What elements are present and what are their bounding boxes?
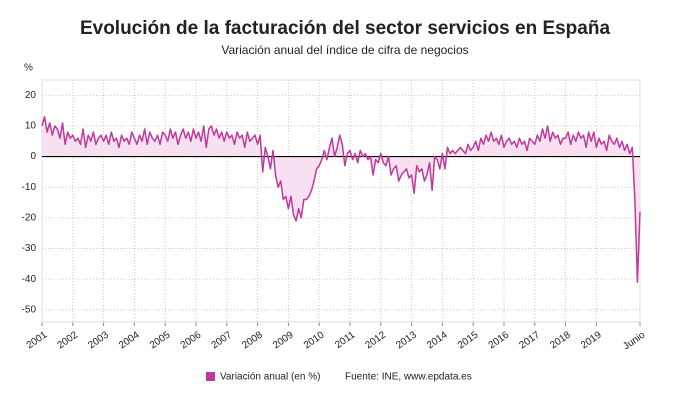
x-tick-label: 2014 [425,329,450,351]
x-tick-label: 2009 [271,329,296,351]
y-tick-label: 10 [25,121,37,132]
x-tick-label: 2012 [363,329,388,351]
x-tick-label: 2010 [302,329,327,351]
series-line [41,116,641,283]
x-tick-label: 2002 [55,329,80,351]
x-tick-label: 2018 [548,329,573,351]
x-tick-label: 2017 [517,329,542,351]
area-fill [42,116,640,283]
source: Fuente: INE, www.epdata.es [345,372,472,383]
legend-label: Variación anual (en %) [220,372,320,383]
plot-border [41,79,641,323]
y-tick-label: 20 [25,90,37,101]
y-tick-label: -50 [22,304,37,315]
chart-title: Evolución de la facturación del sector s… [80,18,611,39]
x-tick-label: 2001 [25,329,50,351]
y-tick-label: -20 [22,212,37,223]
legend-swatch [206,372,215,381]
y-tick-label: -30 [22,243,37,254]
x-tick-label: 2013 [394,329,419,351]
x-tick-label: 2004 [117,329,142,351]
x-tick-label: 2011 [333,329,357,351]
x-tick-label: 2016 [487,329,512,351]
x-tick-label: 2007 [209,329,234,351]
x-tick-label: 2005 [148,329,173,351]
y-tick-label: 0 [30,151,36,162]
x-tick-label: 2006 [179,329,204,351]
x-tick-label: Junio [621,329,647,352]
y-tick-label: -10 [22,182,37,193]
chart-subtitle: Variación anual del índice de cifra de n… [221,43,468,57]
x-tick-label: 2019 [579,329,604,351]
y-unit: % [24,63,33,74]
y-tick-label: -40 [22,274,37,285]
x-tick-label: 2015 [456,329,481,351]
x-tick-label: 2003 [86,329,111,351]
x-tick-label: 2008 [240,329,265,351]
